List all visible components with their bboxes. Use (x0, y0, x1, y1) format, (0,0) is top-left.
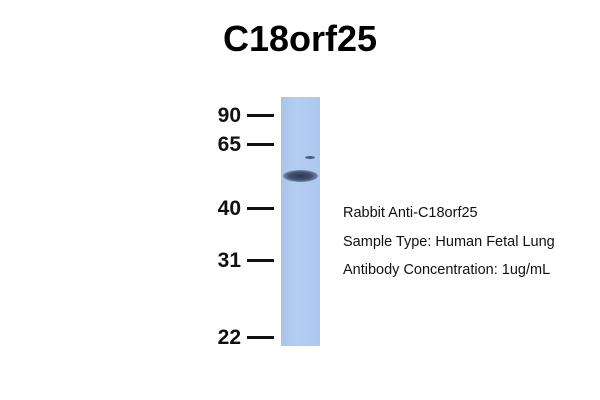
marker-65: 65 (200, 133, 275, 157)
marker-40: 40 (200, 197, 275, 221)
sample-type-label: Sample Type: Human Fetal Lung (343, 234, 555, 250)
marker-tick (247, 259, 274, 262)
marker-label: 90 (217, 104, 241, 127)
marker-tick (247, 114, 274, 117)
antibody-label: Rabbit Anti-C18orf25 (343, 205, 478, 221)
marker-label: 65 (217, 133, 241, 156)
marker-22: 22 (200, 326, 275, 350)
marker-31: 31 (200, 249, 275, 273)
marker-label: 40 (217, 197, 241, 220)
marker-90: 90 (200, 104, 275, 128)
blot-lane (281, 97, 320, 346)
figure-title: C18orf25 (222, 18, 378, 59)
faint-band (305, 156, 315, 159)
marker-tick (247, 336, 274, 339)
marker-label: 22 (217, 326, 241, 349)
marker-tick (247, 143, 274, 146)
concentration-label: Antibody Concentration: 1ug/mL (343, 262, 551, 278)
protein-band (283, 170, 318, 182)
marker-label: 31 (217, 249, 241, 272)
marker-tick (247, 207, 274, 210)
